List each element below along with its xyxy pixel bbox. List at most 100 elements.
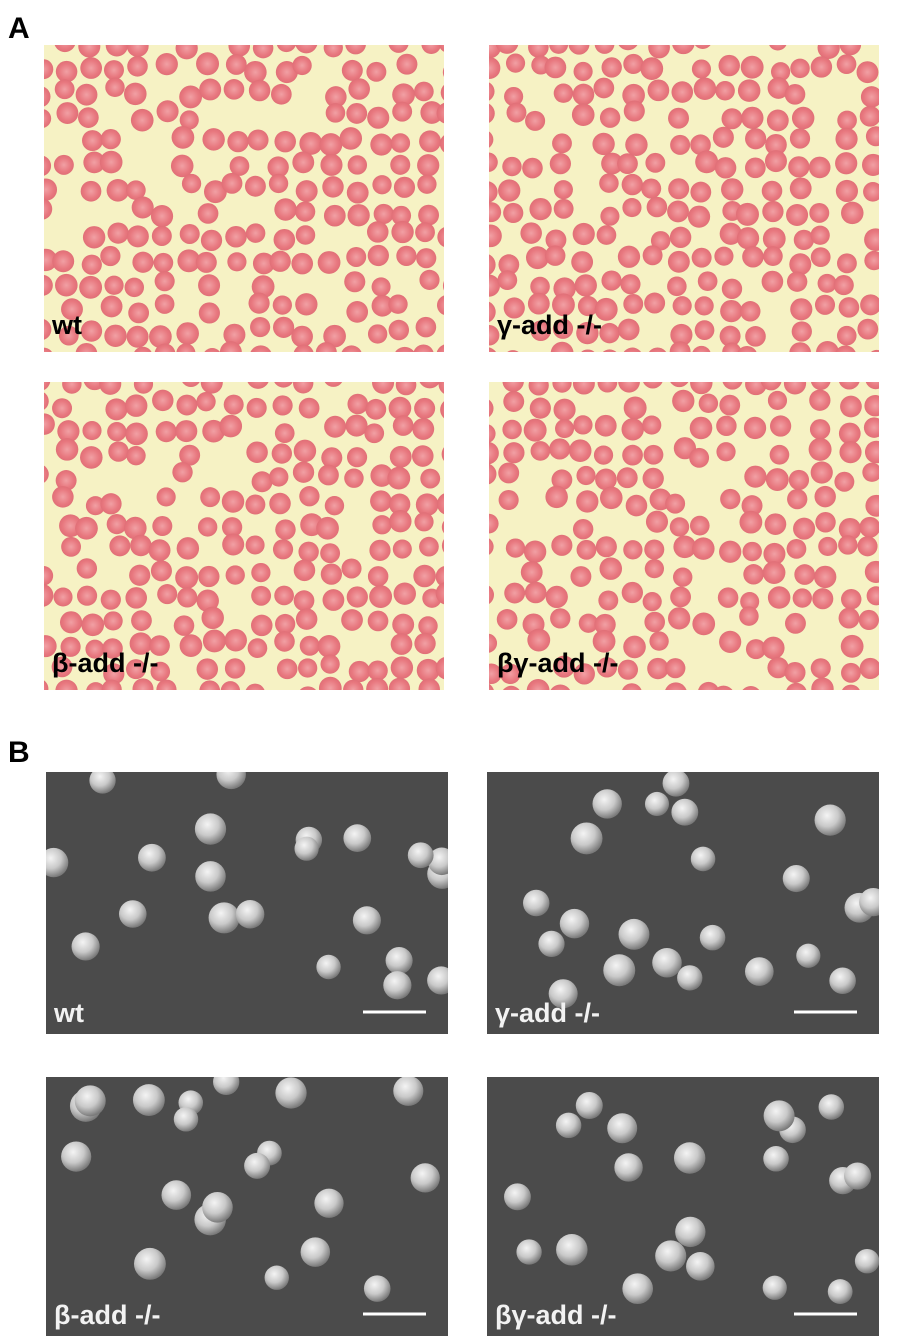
cell bbox=[571, 822, 603, 854]
cell bbox=[531, 441, 551, 461]
cell bbox=[473, 398, 494, 419]
cell bbox=[392, 614, 414, 636]
cell bbox=[523, 890, 549, 916]
cell bbox=[367, 221, 389, 243]
cell bbox=[108, 441, 128, 461]
cell bbox=[719, 395, 740, 416]
cell bbox=[835, 128, 857, 150]
cell bbox=[127, 326, 149, 348]
image-label: βγ-add -/- bbox=[495, 1300, 616, 1330]
cell bbox=[298, 542, 318, 562]
cell bbox=[592, 789, 621, 818]
cell bbox=[201, 607, 223, 629]
cell bbox=[865, 369, 886, 390]
cell bbox=[396, 246, 416, 266]
cell bbox=[318, 465, 339, 486]
cell bbox=[692, 346, 711, 365]
cell bbox=[291, 253, 313, 275]
cell bbox=[859, 888, 887, 916]
cell bbox=[744, 466, 766, 488]
cell bbox=[270, 251, 291, 272]
cell bbox=[887, 270, 898, 292]
cell bbox=[369, 540, 390, 561]
cell bbox=[119, 900, 147, 928]
cell bbox=[859, 610, 879, 630]
cell bbox=[571, 251, 593, 273]
cell bbox=[176, 322, 199, 345]
cell bbox=[722, 369, 742, 389]
cell bbox=[529, 198, 551, 220]
cell bbox=[132, 252, 153, 273]
cell bbox=[52, 486, 74, 508]
cell bbox=[689, 448, 709, 468]
cell bbox=[792, 321, 812, 341]
cell bbox=[554, 83, 573, 102]
cell bbox=[722, 343, 741, 362]
cell bbox=[839, 297, 860, 318]
cell bbox=[788, 156, 809, 177]
cell bbox=[245, 176, 266, 197]
cell bbox=[321, 563, 342, 584]
cell bbox=[340, 127, 363, 150]
cell bbox=[718, 587, 739, 608]
cell bbox=[576, 490, 598, 512]
cell bbox=[443, 63, 462, 82]
cell bbox=[427, 966, 455, 994]
cell bbox=[347, 182, 369, 204]
cell bbox=[552, 374, 571, 393]
cell bbox=[625, 134, 647, 156]
cell bbox=[274, 131, 296, 153]
cell bbox=[552, 133, 572, 153]
cell bbox=[301, 1237, 330, 1266]
cell bbox=[225, 629, 247, 651]
cell bbox=[32, 275, 53, 296]
cell bbox=[195, 861, 226, 892]
cell bbox=[811, 677, 833, 699]
cell bbox=[414, 512, 433, 531]
cell bbox=[743, 564, 763, 584]
cell bbox=[474, 81, 494, 101]
cell bbox=[829, 967, 856, 994]
cell bbox=[862, 154, 884, 176]
cell bbox=[247, 398, 267, 418]
cell bbox=[674, 1142, 705, 1173]
cell bbox=[390, 155, 410, 175]
cell bbox=[768, 31, 787, 50]
cell bbox=[745, 128, 766, 149]
cell bbox=[770, 445, 790, 465]
cell bbox=[105, 398, 127, 420]
cell bbox=[503, 350, 523, 370]
cell bbox=[626, 495, 648, 517]
cell bbox=[368, 245, 389, 266]
cell bbox=[368, 324, 387, 343]
cell bbox=[818, 274, 837, 293]
cell bbox=[129, 565, 150, 586]
cell bbox=[811, 226, 830, 245]
cell bbox=[499, 490, 519, 510]
cell bbox=[372, 175, 391, 194]
cell bbox=[199, 680, 220, 701]
cell bbox=[174, 615, 195, 636]
cell bbox=[222, 533, 244, 555]
cell bbox=[249, 80, 270, 101]
cell bbox=[667, 201, 689, 223]
cell bbox=[440, 398, 463, 421]
cell bbox=[29, 464, 49, 484]
cell bbox=[198, 566, 219, 587]
cell bbox=[216, 760, 245, 789]
background bbox=[46, 1077, 448, 1336]
cell bbox=[55, 274, 78, 297]
cell bbox=[860, 106, 881, 127]
cell bbox=[554, 180, 573, 199]
cell bbox=[686, 1252, 715, 1281]
cell bbox=[501, 686, 521, 706]
cell bbox=[602, 57, 622, 77]
cell bbox=[607, 1113, 637, 1143]
image-label: β-add -/- bbox=[54, 1300, 160, 1330]
cell bbox=[599, 557, 622, 580]
cell bbox=[860, 658, 881, 679]
cell bbox=[416, 248, 436, 268]
cell bbox=[545, 245, 566, 266]
cell bbox=[834, 275, 854, 295]
cell bbox=[182, 174, 201, 193]
